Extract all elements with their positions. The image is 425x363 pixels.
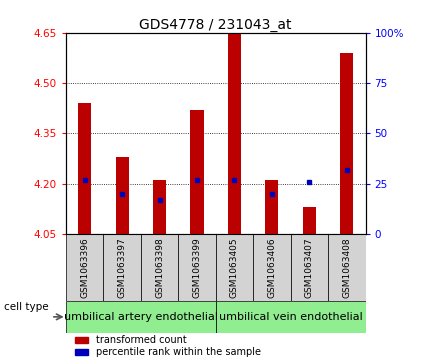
Text: GSM1063406: GSM1063406 [267, 237, 276, 298]
Text: umbilical vein endothelial: umbilical vein endothelial [219, 312, 363, 322]
Bar [291, 234, 328, 301]
Title: GDS4778 / 231043_at: GDS4778 / 231043_at [139, 18, 292, 32]
Bar [253, 234, 291, 301]
Bar [75, 348, 88, 355]
Bar [215, 301, 366, 333]
Bar [215, 234, 253, 301]
Text: GSM1063408: GSM1063408 [342, 237, 351, 298]
Bar [75, 337, 88, 343]
Bar [303, 207, 316, 234]
Bar [328, 234, 366, 301]
Text: GSM1063396: GSM1063396 [80, 237, 89, 298]
Bar [153, 180, 166, 234]
Text: transformed count: transformed count [96, 335, 187, 345]
Bar [103, 234, 141, 301]
Bar [66, 301, 215, 333]
Text: GSM1063405: GSM1063405 [230, 237, 239, 298]
Text: percentile rank within the sample: percentile rank within the sample [96, 347, 261, 357]
Bar [116, 157, 129, 234]
Text: GSM1063398: GSM1063398 [155, 237, 164, 298]
Bar [265, 180, 278, 234]
Bar [178, 234, 215, 301]
Bar [228, 33, 241, 234]
Bar [190, 110, 204, 234]
Text: umbilical artery endothelial: umbilical artery endothelial [64, 312, 218, 322]
Bar [340, 53, 353, 234]
Text: GSM1063397: GSM1063397 [118, 237, 127, 298]
Text: GSM1063407: GSM1063407 [305, 237, 314, 298]
Bar [141, 234, 178, 301]
Text: cell type: cell type [4, 302, 49, 312]
Bar [66, 234, 103, 301]
Text: GSM1063399: GSM1063399 [193, 237, 201, 298]
Bar [78, 103, 91, 234]
